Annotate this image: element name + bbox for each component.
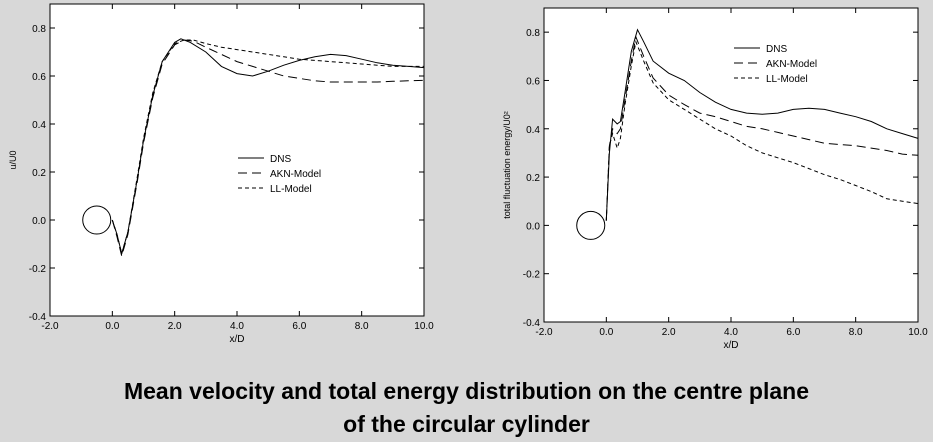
chart2-legend-label-dns: DNS	[766, 44, 787, 55]
chart2-x-tick-label: 0.0	[599, 327, 613, 338]
chart1-y-tick-label: -0.2	[29, 264, 47, 275]
chart1-legend-label-akn-model: AKN-Model	[270, 169, 321, 180]
chart2-cylinder-marker	[576, 210, 606, 240]
chart2-x-tick-label: 8.0	[849, 327, 863, 338]
chart2-y-tick-label: 0.8	[526, 28, 540, 39]
chart1-y-tick-label: -0.4	[29, 312, 47, 323]
chart1-series-line-akn-model	[111, 39, 425, 258]
chart2-y-tick-label: 0.0	[526, 221, 540, 232]
chart2-series-line-dns	[605, 28, 919, 221]
chart1-legend-label-dns: DNS	[270, 154, 291, 165]
figure-caption-line-2: of the circular cylinder	[343, 411, 590, 437]
chart1-y-tick-label: 0.6	[32, 72, 46, 83]
chart2-legend-label-akn-model: AKN-Model	[766, 59, 817, 70]
figure-caption-line-1: Mean velocity and total energy distribut…	[123, 378, 809, 404]
chart1-y-tick-label: 0.0	[32, 216, 46, 227]
chart1-series-line-dns	[111, 38, 425, 256]
chart2-x-tick-label: 10.0	[908, 327, 928, 338]
chart2-y-tick-label: 0.4	[526, 125, 540, 136]
chart1-plot-area	[49, 3, 425, 317]
chart1-x-tick-label: 0.0	[105, 321, 119, 332]
chart2-y-axis-label: total fluctuation energy/U0²	[502, 111, 512, 219]
chart1-cylinder-marker	[82, 205, 112, 235]
chart1-x-tick-label: 6.0	[292, 321, 306, 332]
chart2-x-axis-label: x/D	[724, 340, 739, 351]
chart1-y-tick-label: 0.8	[32, 24, 46, 35]
chart1-y-tick-label: 0.4	[32, 120, 46, 131]
chart1-legend-label-ll-model: LL-Model	[270, 184, 312, 195]
chart1-series-line-ll-model	[111, 39, 424, 256]
chart2-x-tick-label: 4.0	[724, 327, 738, 338]
chart1-x-tick-label: 10.0	[414, 321, 434, 332]
chart1-x-tick-label: 8.0	[355, 321, 369, 332]
velocity-chart: -2.0 0.0 2.0 4.0 6.0 8.0 10.0 -0.4 -0.2 0.0 0.2 0.4…	[8, 3, 434, 345]
chart1-x-tick-label: 4.0	[230, 321, 244, 332]
chart2-series-line-ll-model	[605, 40, 919, 221]
chart2-y-tick-label: 0.2	[526, 173, 540, 184]
chart2-x-tick-label: 6.0	[786, 327, 800, 338]
chart2-x-tick-label: 2.0	[662, 327, 676, 338]
chart2-x-tick-label: -2.0	[535, 327, 553, 338]
chart1-y-tick-label: 0.2	[32, 168, 46, 179]
chart1-x-tick-label: 2.0	[168, 321, 182, 332]
chart2-legend-label-ll-model: LL-Model	[766, 74, 808, 85]
chart2-y-tick-label: -0.4	[523, 318, 541, 329]
chart2-y-tick-label: 0.6	[526, 76, 540, 87]
chart2-y-tick-label: -0.2	[523, 270, 541, 281]
energy-chart: -2.0 0.0 2.0 4.0 6.0 8.0 10.0 -0.4 -0.2 0.0 0.2 0.4…	[502, 7, 928, 351]
chart2-series-line-akn-model	[605, 35, 919, 221]
chart2-plot-area	[543, 7, 919, 323]
chart1-x-tick-label: -2.0	[41, 321, 59, 332]
chart1-x-axis-label: x/D	[230, 334, 245, 345]
chart1-y-axis-label: u/U0	[8, 150, 18, 169]
